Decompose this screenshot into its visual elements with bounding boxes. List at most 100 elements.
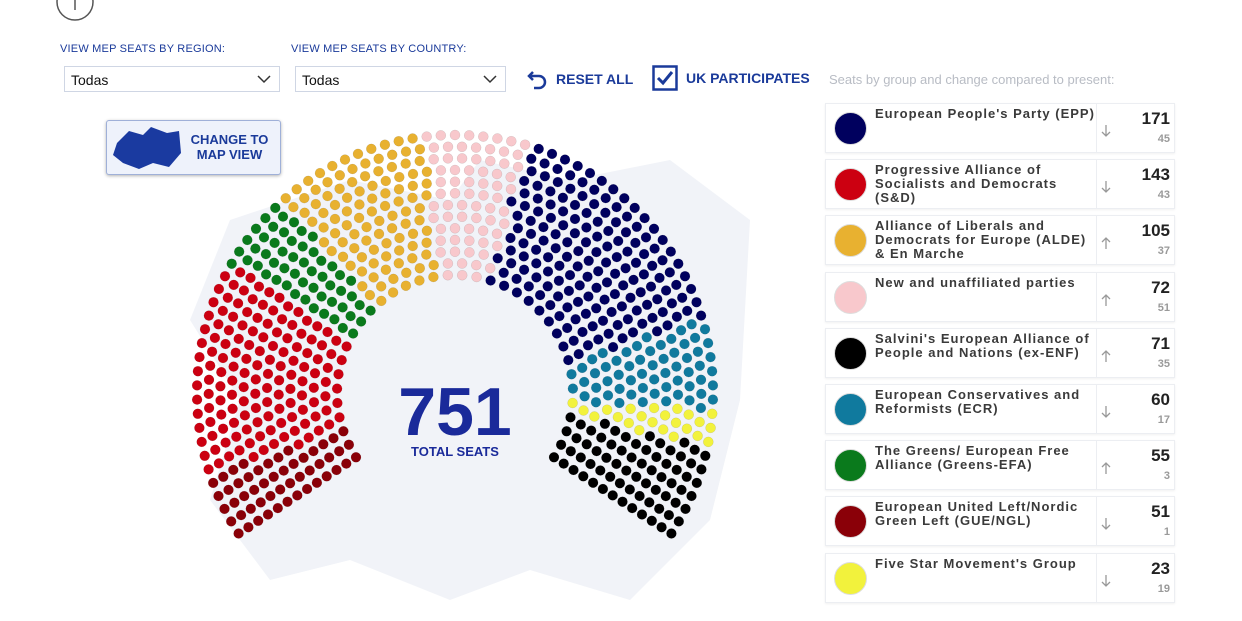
- seat: [291, 341, 303, 353]
- seat: [280, 193, 291, 204]
- seat: [478, 190, 489, 201]
- seat: [219, 503, 230, 515]
- seat: [333, 445, 345, 457]
- seat: [199, 323, 211, 335]
- seat: [332, 397, 343, 409]
- seat: [627, 327, 639, 338]
- seat: [435, 188, 446, 200]
- seat: [325, 280, 336, 291]
- seat: [692, 346, 704, 357]
- seat: [538, 235, 549, 246]
- seat: [532, 206, 544, 217]
- seat: [282, 496, 293, 507]
- seat: [293, 306, 304, 318]
- seat: [506, 196, 517, 207]
- seat: [670, 417, 682, 429]
- seat: [288, 201, 299, 213]
- info-icon: [56, 0, 94, 21]
- seat: [470, 142, 482, 153]
- seat: [254, 430, 266, 442]
- seat: [573, 245, 584, 257]
- seat: [250, 374, 262, 385]
- separator: [1096, 328, 1097, 377]
- seat: [681, 352, 693, 364]
- seat: [274, 292, 285, 303]
- seat: [689, 444, 700, 456]
- seat: [274, 484, 286, 495]
- seat: [595, 465, 606, 476]
- seat: [349, 228, 360, 240]
- seat: [561, 322, 573, 334]
- seat: [630, 257, 642, 269]
- seat: [252, 416, 263, 428]
- seat: [661, 458, 672, 470]
- arrow-shape: [1101, 518, 1111, 531]
- group-color: [834, 224, 867, 258]
- seat: [637, 396, 649, 408]
- seat: [296, 328, 307, 339]
- seat: [336, 354, 347, 366]
- seat: [387, 287, 399, 298]
- group-name: Alliance of Liberals and Democrats for E…: [875, 218, 1087, 262]
- seat: [308, 382, 320, 393]
- seat: [400, 206, 412, 217]
- seat: [631, 305, 643, 316]
- reset-button[interactable]: RESET ALL: [526, 68, 633, 90]
- seat: [341, 206, 353, 217]
- seat: [611, 201, 622, 213]
- seat: [215, 395, 226, 406]
- country-select[interactable]: Todas: [295, 66, 506, 92]
- seat: [339, 154, 351, 165]
- seat: [321, 405, 332, 416]
- seat: [456, 199, 468, 211]
- seat: [499, 158, 510, 169]
- seat: [421, 166, 433, 178]
- seat: [241, 424, 253, 435]
- seat: [557, 206, 569, 217]
- seat: [648, 374, 660, 385]
- seat: [374, 215, 385, 227]
- seat: [273, 389, 284, 400]
- seat: [338, 426, 349, 437]
- seat: [505, 258, 517, 269]
- seat: [400, 280, 412, 291]
- seat: [542, 266, 554, 277]
- seat: [606, 439, 617, 450]
- seat: [292, 490, 303, 501]
- seat: [471, 271, 482, 283]
- seat: [581, 222, 592, 233]
- seat: [226, 389, 238, 400]
- seat: [614, 397, 625, 409]
- seat: [291, 184, 302, 195]
- region-value: Todas: [71, 72, 109, 88]
- seat: [238, 381, 249, 393]
- seat: [250, 388, 261, 399]
- region-select[interactable]: Todas: [64, 66, 280, 92]
- seat: [264, 286, 275, 298]
- seat: [563, 354, 574, 366]
- seat: [247, 326, 259, 337]
- seat: [286, 411, 298, 423]
- seat: [206, 346, 218, 357]
- seat: [252, 260, 264, 272]
- seat: [218, 471, 229, 483]
- seat: [289, 288, 301, 300]
- seat: [558, 341, 569, 352]
- seat: [407, 228, 419, 240]
- seat: [238, 285, 250, 296]
- group-change: 3: [1163, 470, 1170, 483]
- seat: [551, 328, 563, 339]
- seat: [268, 438, 280, 450]
- seat: [531, 258, 542, 269]
- seat: [366, 143, 377, 155]
- seat: [478, 178, 489, 189]
- seat: [253, 281, 265, 292]
- map-view-button[interactable]: CHANGE TO MAP VIEW: [106, 120, 281, 175]
- seat: [575, 419, 587, 430]
- seat: [421, 237, 432, 248]
- uk-checkbox[interactable]: UK PARTICIPATES: [652, 65, 810, 91]
- seat: [387, 210, 398, 221]
- seat: [354, 186, 365, 197]
- seat: [334, 183, 345, 194]
- seat: [196, 436, 207, 448]
